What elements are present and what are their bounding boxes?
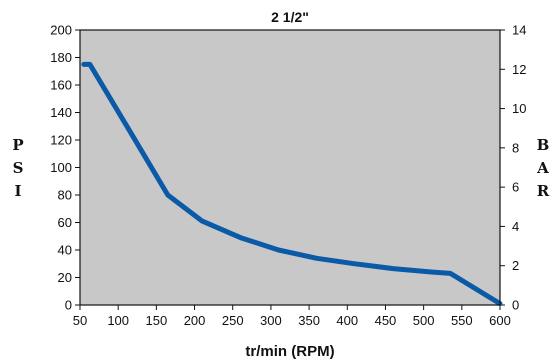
x-tick-label: 350 [298, 313, 320, 328]
x-axis-label: tr/min (RPM) [245, 343, 334, 360]
x-tick-label: 150 [146, 313, 168, 328]
y-axis-label-right-letter: B [537, 136, 550, 154]
y-right-tick-label: 10 [512, 101, 526, 116]
x-tick-label: 200 [184, 313, 206, 328]
y-axis-left: 0 20 40 60 80 100 120 140 160 180 200 [50, 23, 80, 313]
series-line [81, 61, 503, 307]
y-tick-label: 80 [58, 188, 72, 203]
y-tick-label: 160 [50, 78, 72, 93]
y-axis-label-left-letter: P [12, 136, 23, 154]
plot-frame [79, 29, 501, 306]
y-right-tick-label: 8 [512, 140, 519, 155]
x-tick-label: 50 [73, 313, 87, 328]
y-right-tick-label: 4 [512, 219, 519, 234]
y-axis-label-right: BAR [536, 136, 550, 200]
x-tick-label: 100 [107, 313, 129, 328]
y-axis-label-left-letter: S [13, 159, 24, 177]
x-tick-label: 550 [451, 313, 473, 328]
y-right-tick-label: 2 [512, 258, 519, 273]
y-axis-label-right-letter: A [536, 159, 549, 177]
y-tick-label: 40 [58, 243, 72, 258]
y-right-tick-label: 6 [512, 180, 519, 195]
x-tick-label: 450 [375, 313, 397, 328]
y-right-tick-label: 14 [512, 23, 526, 38]
y-tick-label: 20 [58, 270, 72, 285]
y-tick-label: 0 [65, 298, 72, 313]
x-tick-label: 300 [260, 313, 282, 328]
y-axis-label-left: PSI [12, 136, 23, 200]
y-tick-label: 60 [58, 215, 72, 230]
y-axis-label-right-letter: R [537, 182, 550, 200]
y-axis-label-left-letter: I [14, 182, 21, 200]
x-tick-label: 600 [489, 313, 511, 328]
y-tick-label: 180 [50, 50, 72, 65]
y-tick-label: 140 [50, 105, 72, 120]
y-tick-label: 200 [50, 23, 72, 38]
x-axis: 50 100 150 200 250 300 350 400 450 500 550 600 [73, 305, 511, 328]
chart-title: 2 1/2" [271, 9, 309, 25]
y-axis-right: 0 2 4 6 8 10 12 14 [500, 23, 526, 313]
y-tick-label: 100 [50, 160, 72, 175]
x-tick-label: 250 [222, 313, 244, 328]
x-tick-label: 400 [336, 313, 358, 328]
y-right-tick-label: 12 [512, 62, 526, 77]
y-tick-label: 120 [50, 133, 72, 148]
plot-area [80, 30, 500, 305]
x-tick-label: 500 [413, 313, 435, 328]
y-right-tick-label: 0 [512, 298, 519, 313]
